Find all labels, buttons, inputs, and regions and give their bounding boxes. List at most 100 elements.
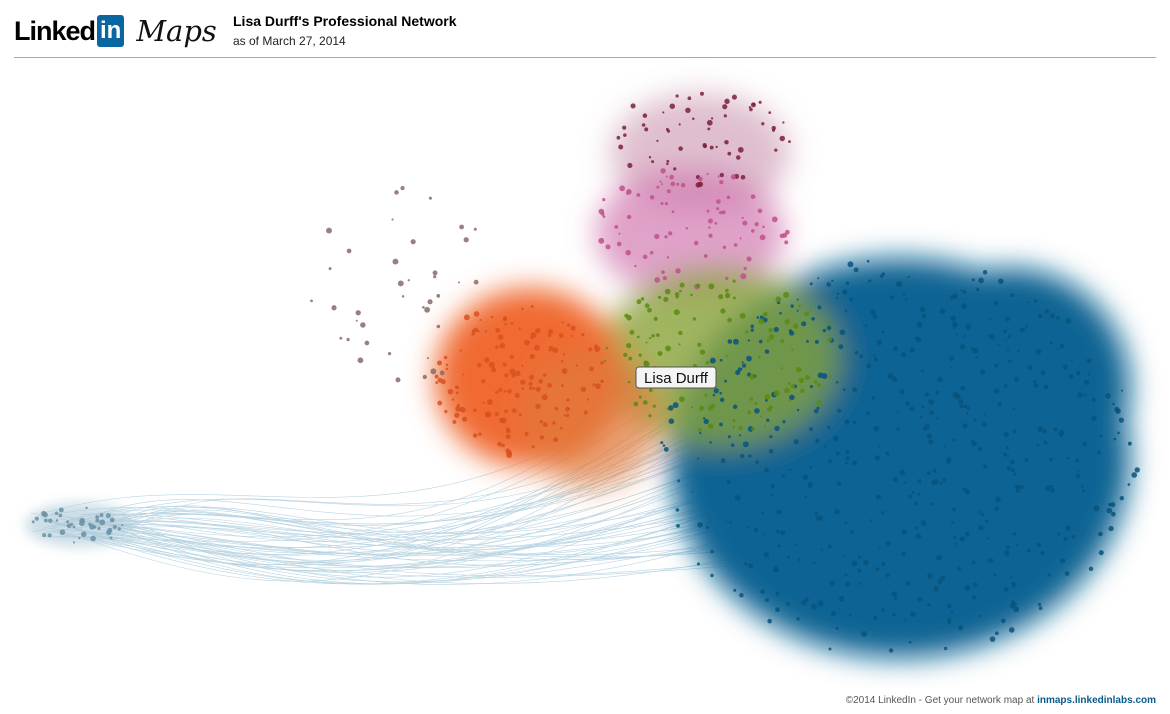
node [757,355,761,359]
node [539,435,545,440]
node [871,396,876,400]
node [696,562,701,566]
node [59,529,66,536]
node [586,398,590,401]
node [761,511,764,515]
node [505,427,510,432]
node [562,353,566,356]
node [1083,393,1087,397]
node [952,507,956,512]
node [920,369,924,373]
link [103,499,827,584]
node [788,140,791,144]
node [497,441,502,447]
node [720,308,726,314]
node [1005,545,1010,550]
node [1087,372,1091,376]
node [994,631,999,636]
node [721,210,726,215]
link [118,503,777,585]
node [43,518,48,523]
node [529,386,533,391]
node [570,325,576,331]
node [955,333,958,336]
node [773,326,779,333]
footer-link[interactable]: inmaps.linkedinlabs.com [1037,695,1156,706]
node [1015,488,1020,493]
node [939,481,943,485]
node [997,343,1000,347]
node [815,438,820,444]
node [963,404,968,409]
node [750,229,755,233]
node [455,391,459,395]
node [699,349,706,355]
node [922,426,928,431]
node [357,357,364,364]
node [766,407,772,412]
node [439,370,445,376]
node [788,398,792,402]
node [702,416,706,420]
node [756,316,760,319]
node [958,399,964,405]
network-map: Lisa Durff [25,91,1140,658]
node [629,329,635,335]
node [655,333,660,337]
node [563,414,566,417]
node [719,391,722,395]
node [1004,550,1010,556]
node [1131,472,1138,478]
node [881,608,885,612]
node [873,357,878,362]
node [714,221,718,225]
node [710,573,714,578]
clusters [435,93,1130,658]
node [499,417,505,423]
node [708,233,713,238]
node [892,476,898,482]
node [709,441,712,444]
logo[interactable]: Linked in Maps [14,14,217,48]
node [857,555,862,559]
node [78,537,81,540]
node [915,526,919,530]
node [859,354,864,359]
node [1043,440,1048,445]
node [1026,548,1031,553]
node [703,254,708,258]
node [885,451,890,456]
node [804,375,810,381]
footer-text: ©2014 LinkedIn - Get your network map at [845,695,1035,706]
node [1006,348,1010,351]
node [964,531,970,537]
node [921,313,927,319]
node [445,367,449,371]
node [917,492,921,496]
node [648,388,653,393]
node [850,530,854,534]
node [755,460,759,465]
node [668,418,675,425]
node [1014,484,1020,490]
node [816,406,820,410]
node [524,432,529,437]
node [732,296,736,300]
node [616,241,622,247]
node [661,270,665,274]
divider [14,57,1156,58]
node [355,310,361,316]
node [1004,339,1007,342]
node [962,487,967,492]
node [436,294,441,298]
node [1010,459,1015,465]
link [84,508,801,568]
node [662,275,667,281]
links [30,361,840,585]
node [977,510,981,514]
node [495,345,499,349]
center-node[interactable]: Lisa Durff [635,366,717,389]
node [85,506,88,510]
node [952,391,959,398]
node [796,617,800,621]
